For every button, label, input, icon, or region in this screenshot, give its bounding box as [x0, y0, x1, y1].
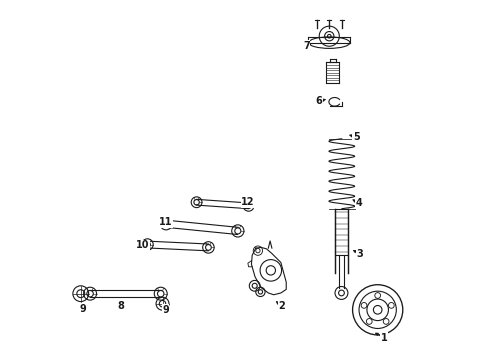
Text: 7: 7	[303, 41, 310, 50]
Text: 1: 1	[381, 333, 388, 343]
Text: 3: 3	[356, 248, 363, 258]
Text: 2: 2	[278, 301, 285, 311]
Text: 9: 9	[79, 304, 86, 314]
Text: 11: 11	[159, 217, 172, 227]
Text: 5: 5	[353, 132, 360, 142]
Text: 6: 6	[316, 96, 322, 106]
Text: 4: 4	[356, 198, 363, 208]
Text: 10: 10	[136, 240, 149, 250]
Text: 9: 9	[162, 305, 169, 315]
Text: 12: 12	[241, 197, 255, 207]
Text: 8: 8	[118, 301, 125, 311]
